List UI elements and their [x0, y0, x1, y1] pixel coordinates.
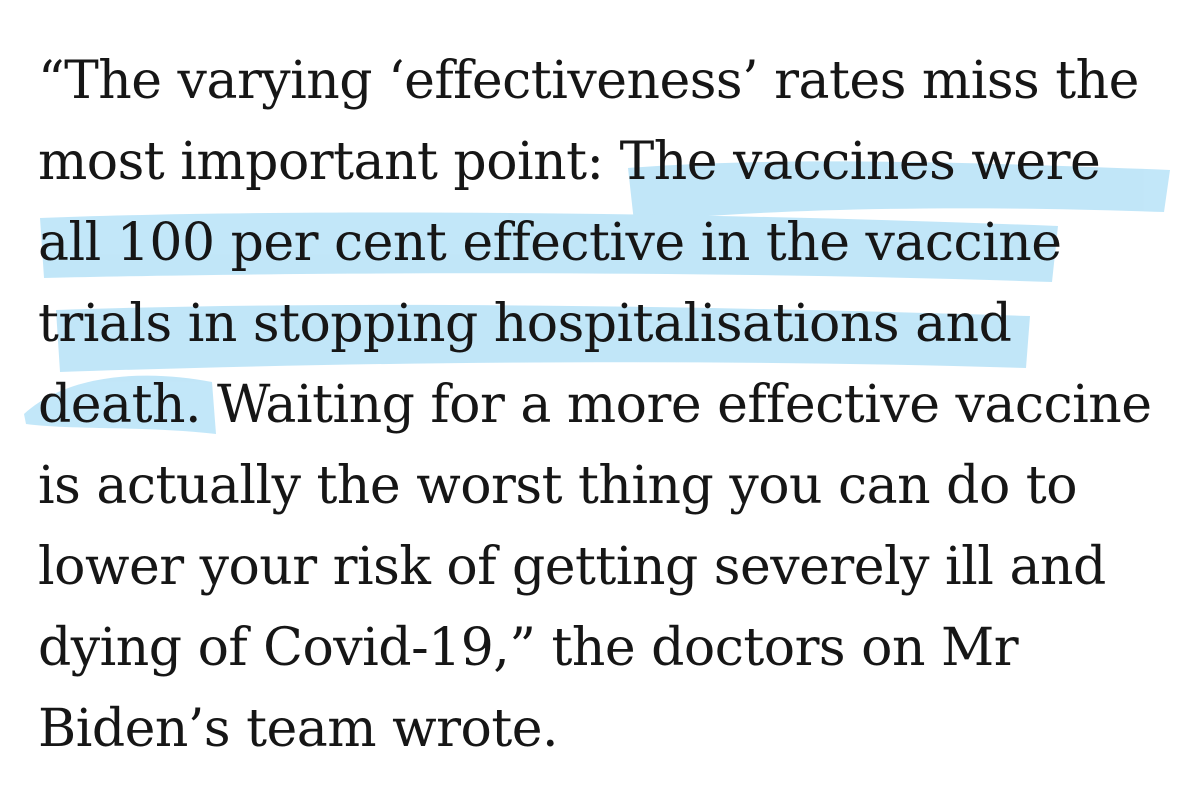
quote-line: most important point: The vaccines were — [38, 132, 1101, 192]
quote-line: dying of Covid-19,” the doctors on Mr — [38, 618, 1019, 678]
quote-line: is actually the worst thing you can do t… — [38, 456, 1078, 516]
quote-line: Biden’s team wrote. — [38, 699, 559, 759]
quote-line: lower your risk of getting severely ill … — [38, 537, 1106, 597]
quote-line: trials in stopping hospitalisations and — [38, 294, 1012, 354]
quote-line: “The varying ‘effectiveness’ rates miss … — [38, 51, 1139, 111]
quote-line: all 100 per cent effective in the vaccin… — [38, 213, 1062, 273]
quote-line: death. Waiting for a more effective vacc… — [38, 375, 1152, 435]
quote-paragraph: “The varying ‘effectiveness’ rates miss … — [38, 41, 1188, 770]
